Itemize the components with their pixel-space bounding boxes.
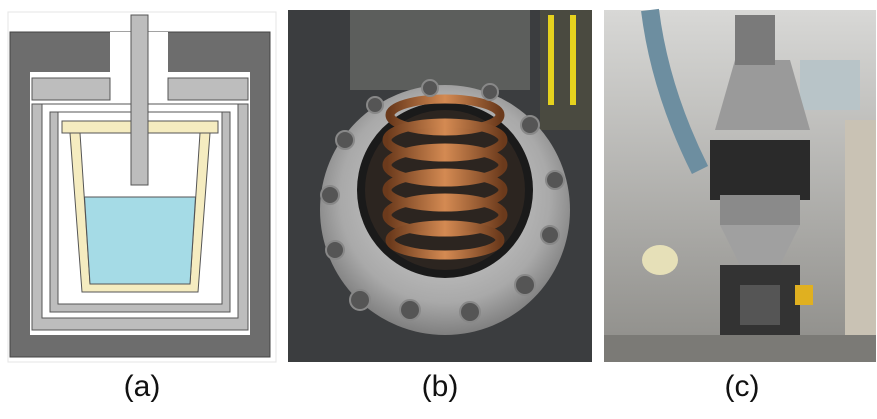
schematic (7, 11, 277, 363)
photo-flange (288, 10, 592, 362)
panel-label: (b) (422, 370, 459, 403)
panel-label: (c) (725, 370, 760, 403)
photo-apparatus (604, 8, 876, 362)
panel-label: (a) (124, 370, 161, 403)
